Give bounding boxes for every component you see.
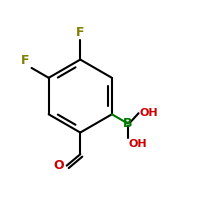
Text: F: F	[76, 26, 85, 39]
Text: B: B	[123, 117, 133, 130]
Text: O: O	[54, 159, 64, 172]
Text: OH: OH	[129, 139, 147, 149]
Text: F: F	[21, 54, 30, 67]
Text: OH: OH	[140, 108, 158, 118]
